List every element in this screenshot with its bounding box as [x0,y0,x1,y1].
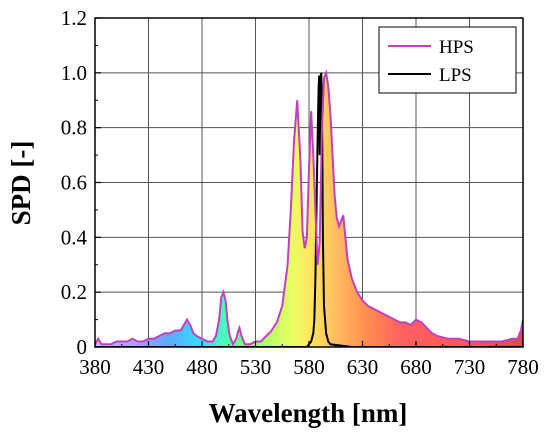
y-tick-label: 0 [77,335,88,359]
legend-hps-label: HPS [439,37,474,58]
hps-series-line [95,69,523,347]
y-tick-label: 0.4 [61,225,88,249]
x-tick-label: 580 [293,355,325,379]
x-tick-label: 430 [133,355,165,379]
lps-series-line [95,72,523,347]
legend: HPS LPS [378,26,517,94]
x-tick-label: 380 [79,355,111,379]
x-tick-label: 480 [186,355,218,379]
x-tick-label: 530 [240,355,272,379]
y-tick-label: 1.2 [61,6,87,30]
legend-box [378,26,517,94]
y-tick-label: 0.8 [61,116,87,140]
x-tick-label: 730 [454,355,486,379]
y-tick-label: 0.6 [61,171,87,195]
x-tick-label: 780 [507,355,539,379]
y-tick-label: 1.0 [61,61,87,85]
hps-area [95,72,523,347]
series-lines [95,69,523,347]
y-tick-labels: 0 0.2 0.4 0.6 0.8 1.0 1.2 [61,6,88,359]
y-tick-label: 0.2 [61,280,87,304]
x-tick-label: 630 [347,355,379,379]
axis-ticks [94,17,524,348]
hps-spectrum-fill [95,72,523,347]
legend-lps-label: LPS [439,65,472,86]
y-axis-title: SPD [-] [6,141,36,226]
x-tick-labels: 380 430 480 530 580 630 680 730 780 [79,355,539,379]
x-tick-label: 680 [400,355,432,379]
x-axis-title: Wavelength [nm] [209,398,408,428]
